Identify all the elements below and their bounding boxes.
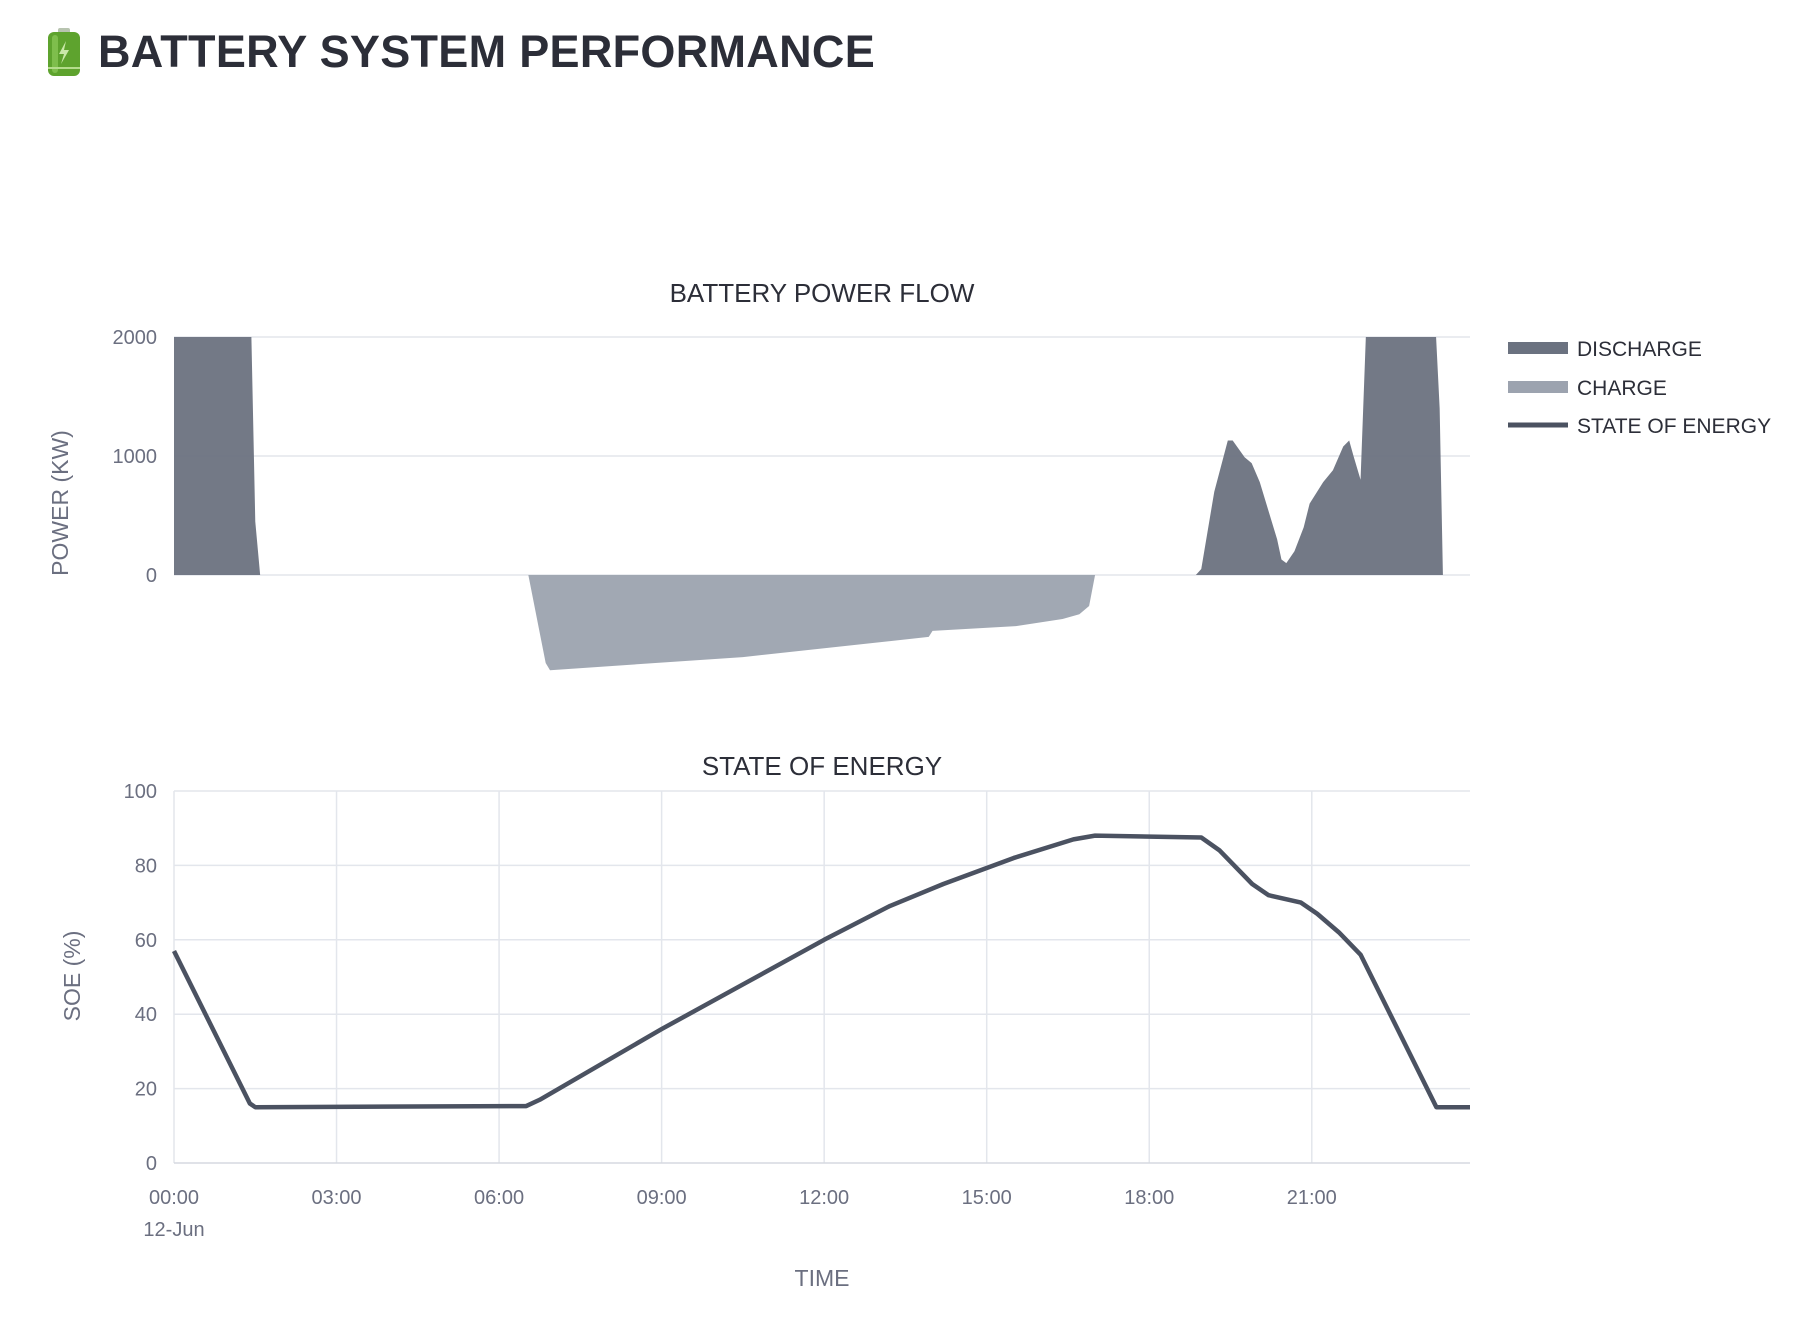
- x-tick-label: 06:00: [474, 1187, 524, 1209]
- y-tick-label: 1000: [113, 446, 158, 468]
- header: BATTERY SYSTEM PERFORMANCE: [44, 26, 875, 78]
- power-chart-title: BATTERY POWER FLOW: [670, 278, 975, 308]
- y-tick-label: 20: [135, 1079, 157, 1101]
- legend-label: DISCHARGE: [1577, 338, 1702, 361]
- legend-label: CHARGE: [1577, 377, 1667, 400]
- x-tick-label: 18:00: [1124, 1187, 1174, 1209]
- x-tick-label: 21:00: [1287, 1187, 1337, 1209]
- x-axis-label: TIME: [795, 1265, 850, 1291]
- y-tick-label: 100: [124, 781, 157, 803]
- x-date-label: 12-Jun: [143, 1219, 204, 1241]
- legend-swatch: [1508, 342, 1568, 354]
- x-tick-label: 15:00: [962, 1187, 1012, 1209]
- x-tick-label: 00:00: [149, 1187, 199, 1209]
- legend-label: STATE OF ENERGY: [1577, 415, 1771, 438]
- y-tick-label: 60: [135, 930, 157, 952]
- soe-line: [171, 833, 1470, 1110]
- page-title: BATTERY SYSTEM PERFORMANCE: [98, 26, 876, 77]
- y-tick-label: 0: [146, 1153, 157, 1175]
- charge-area: [528, 575, 1096, 671]
- y-tick-label: 0: [146, 565, 157, 587]
- x-tick-label: 09:00: [637, 1187, 687, 1209]
- discharge-area: [174, 337, 1443, 575]
- y-tick-label: 40: [135, 1004, 157, 1026]
- power-y-axis-label: POWER (KW): [47, 430, 73, 576]
- soe-chart-title: STATE OF ENERGY: [702, 751, 942, 781]
- x-tick-label: 12:00: [799, 1187, 849, 1209]
- legend-swatch: [1508, 381, 1568, 393]
- soe-y-axis-label: SOE (%): [59, 931, 85, 1022]
- y-tick-label: 2000: [113, 327, 158, 349]
- y-tick-label: 80: [135, 855, 157, 877]
- x-tick-label: 03:00: [312, 1187, 362, 1209]
- battery-icon: [48, 28, 80, 76]
- legend-swatch: [1508, 422, 1568, 428]
